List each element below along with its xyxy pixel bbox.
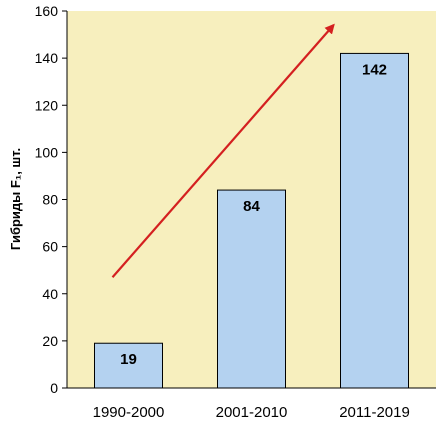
y-tick-label: 140 bbox=[35, 50, 59, 66]
y-tick-label: 0 bbox=[50, 380, 58, 396]
x-category-label: 1990-2000 bbox=[93, 404, 165, 421]
y-tick-label: 100 bbox=[35, 144, 59, 160]
y-tick-label: 20 bbox=[42, 333, 58, 349]
data-label: 142 bbox=[362, 61, 387, 78]
y-tick-label: 60 bbox=[42, 239, 58, 255]
y-tick-label: 160 bbox=[35, 3, 59, 19]
y-tick-label: 80 bbox=[42, 192, 58, 208]
y-tick-label: 40 bbox=[42, 286, 58, 302]
x-axis-categories: 1990-2000 2001-2010 2011-2019 bbox=[93, 404, 410, 421]
bar bbox=[217, 189, 286, 389]
y-axis-ticks: 0 20 40 60 80 100 120 140 160 bbox=[35, 3, 67, 396]
data-labels: 19 84 142 bbox=[120, 61, 387, 368]
data-label: 84 bbox=[243, 198, 260, 215]
trend-arrow bbox=[111, 23, 335, 278]
data-label: 19 bbox=[120, 351, 137, 368]
y-tick-label: 120 bbox=[35, 97, 59, 113]
x-category-label: 2001-2010 bbox=[216, 404, 288, 421]
x-category-label: 2011-2019 bbox=[339, 404, 410, 421]
bar bbox=[340, 52, 409, 389]
y-axis-label: Гибриды F₁, шт. bbox=[8, 148, 23, 250]
bars bbox=[94, 52, 409, 389]
bar bbox=[94, 342, 163, 389]
